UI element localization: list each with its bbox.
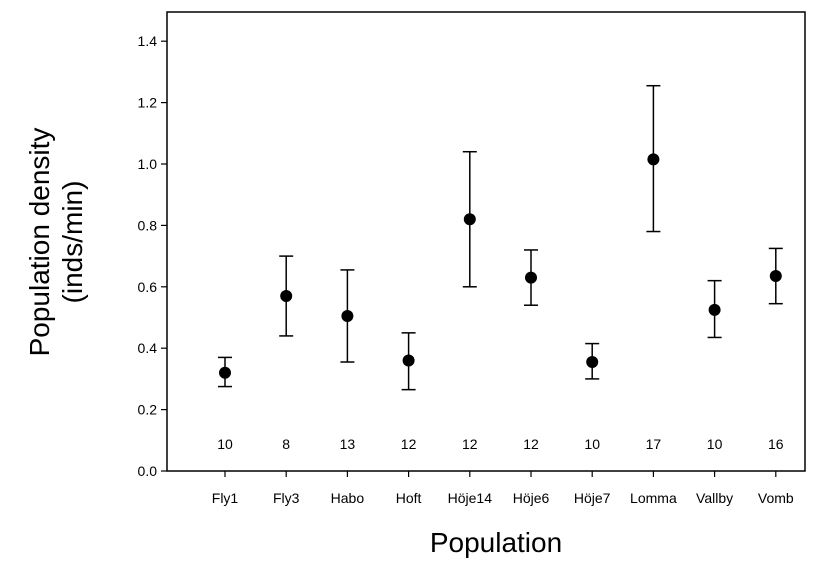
- x-tick-label: Höje14: [448, 490, 493, 506]
- y-tick-label: 0.6: [138, 279, 158, 295]
- y-tick-label: 1.4: [138, 33, 158, 49]
- x-axis: Fly1 Fly3 Habo Hoft Höje14 Höje6 Höje7 Lomma Val…: [212, 471, 794, 506]
- x-tick-label: Höje6: [513, 490, 550, 506]
- y-tick-label: 1.2: [138, 95, 158, 111]
- sample-size-label: 12: [523, 436, 539, 452]
- y-axis-title-line1: Population density: [24, 128, 55, 357]
- sample-size-label: 13: [340, 436, 356, 452]
- x-tick-label: Fly3: [273, 490, 300, 506]
- sample-size-labels: 10 8 13 12 12 12 10 17 10 16: [217, 436, 784, 452]
- x-axis-title: Population: [430, 527, 562, 558]
- data-point: [402, 354, 415, 367]
- x-tick-label: Höje7: [574, 490, 611, 506]
- data-point: [586, 356, 599, 369]
- sample-size-label: 10: [217, 436, 233, 452]
- sample-size-label: 10: [584, 436, 600, 452]
- y-tick-label: 1.0: [138, 156, 158, 172]
- y-tick-label: 0.0: [138, 463, 158, 479]
- x-tick-label: Habo: [331, 490, 365, 506]
- data-point: [280, 290, 293, 303]
- data-point: [769, 270, 782, 283]
- y-tick-label: 0.2: [138, 402, 158, 418]
- sample-size-label: 12: [462, 436, 478, 452]
- sample-size-label: 16: [768, 436, 784, 452]
- y-tick-label: 0.8: [138, 217, 158, 233]
- y-axis: 0.0 0.2 0.4 0.6 0.8 1.0 1.2 1.4: [138, 33, 167, 479]
- data-point: [219, 366, 231, 379]
- data-point: [647, 153, 660, 166]
- x-tick-label: Hoft: [396, 490, 422, 506]
- sample-size-label: 8: [282, 436, 290, 452]
- data-point: [525, 271, 537, 284]
- data-point: [708, 303, 721, 316]
- plot-frame: [166, 11, 806, 472]
- sample-size-label: 17: [646, 436, 662, 452]
- x-tick-label: Fly1: [212, 490, 239, 506]
- y-tick-label: 0.4: [138, 340, 158, 356]
- x-tick-label: Lomma: [630, 490, 677, 506]
- sample-size-label: 10: [707, 436, 723, 452]
- sample-size-label: 12: [401, 436, 417, 452]
- x-tick-label: Vallby: [696, 490, 733, 506]
- data-point: [463, 213, 476, 226]
- y-axis-title-line2: (inds/min): [57, 181, 88, 304]
- x-tick-label: Vomb: [758, 490, 794, 506]
- data-point: [341, 309, 354, 322]
- data-marks: [218, 84, 783, 391]
